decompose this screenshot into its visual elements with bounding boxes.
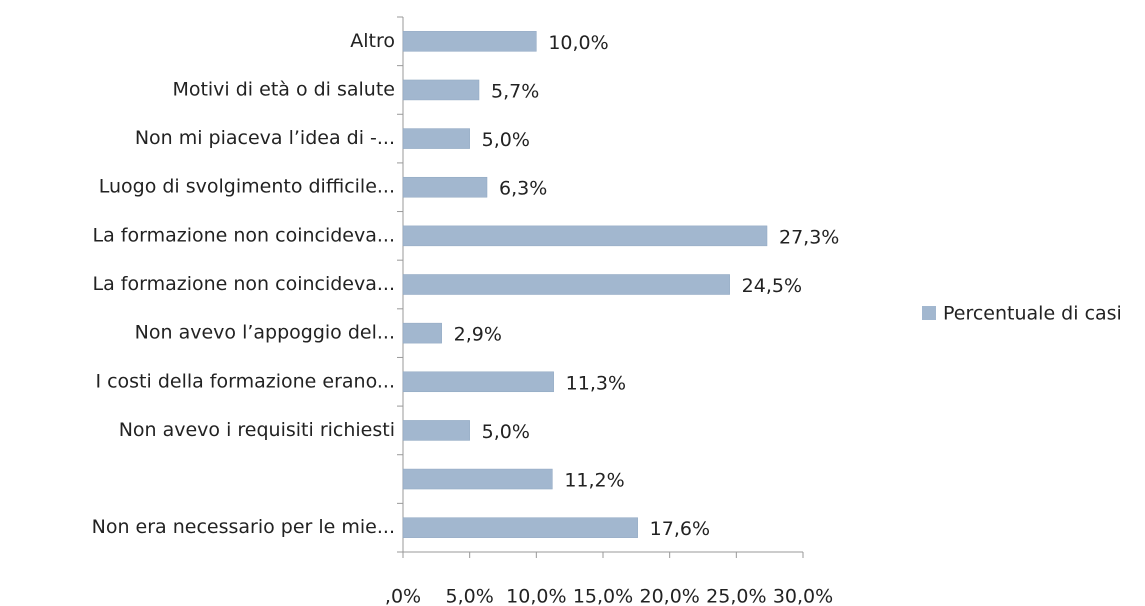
value-label: 11,3% — [566, 372, 626, 394]
y-tick-label: I costi della formazione erano... — [95, 370, 395, 392]
y-tick-label: Non mi piaceva l’idea di -... — [135, 127, 395, 149]
y-tick-label: Altro — [350, 30, 395, 52]
legend-label: Percentuale di casi — [943, 303, 1122, 325]
value-label: 6,3% — [499, 178, 547, 200]
y-tick-label: Non avevo i requisiti richiesti — [119, 419, 395, 441]
value-label: 24,5% — [742, 275, 802, 297]
bar — [402, 79, 480, 101]
value-label: 11,2% — [564, 470, 624, 492]
y-tick-label: Non era necessario per le mie... — [92, 516, 395, 538]
bar — [402, 176, 488, 198]
value-label: 5,0% — [482, 129, 530, 151]
y-tick-label: Non avevo l’appoggio del... — [135, 322, 395, 344]
bar — [402, 468, 553, 490]
x-tick-label: 15,0% — [573, 586, 633, 606]
bar — [402, 371, 554, 393]
y-tick-label: La formazione non coincideva... — [93, 224, 395, 246]
bar — [402, 517, 638, 538]
value-label: 27,3% — [779, 226, 839, 248]
x-tick-label: 5,0% — [446, 586, 494, 606]
value-label: 17,6% — [650, 518, 710, 540]
value-label: 5,7% — [491, 80, 539, 102]
bar — [402, 322, 442, 344]
y-tick-label: Luogo di svolgimento difficile... — [99, 176, 395, 198]
bar — [402, 128, 470, 149]
value-label: 10,0% — [548, 32, 608, 54]
bar — [402, 420, 470, 441]
bar — [402, 274, 730, 295]
value-label: 2,9% — [454, 324, 502, 346]
legend-swatch — [922, 306, 936, 320]
x-tick-label: 30,0% — [773, 586, 833, 606]
x-tick-label: 20,0% — [639, 586, 699, 606]
x-tick-label: 10,0% — [506, 586, 566, 606]
y-tick-label: La formazione non coincideva... — [93, 273, 395, 295]
bar — [402, 31, 537, 52]
x-tick-label: ,0% — [385, 586, 421, 606]
bar — [402, 225, 768, 247]
y-tick-label: Motivi di età o di salute — [172, 78, 395, 100]
x-tick-label: 25,0% — [706, 586, 766, 606]
value-label: 5,0% — [482, 421, 530, 443]
